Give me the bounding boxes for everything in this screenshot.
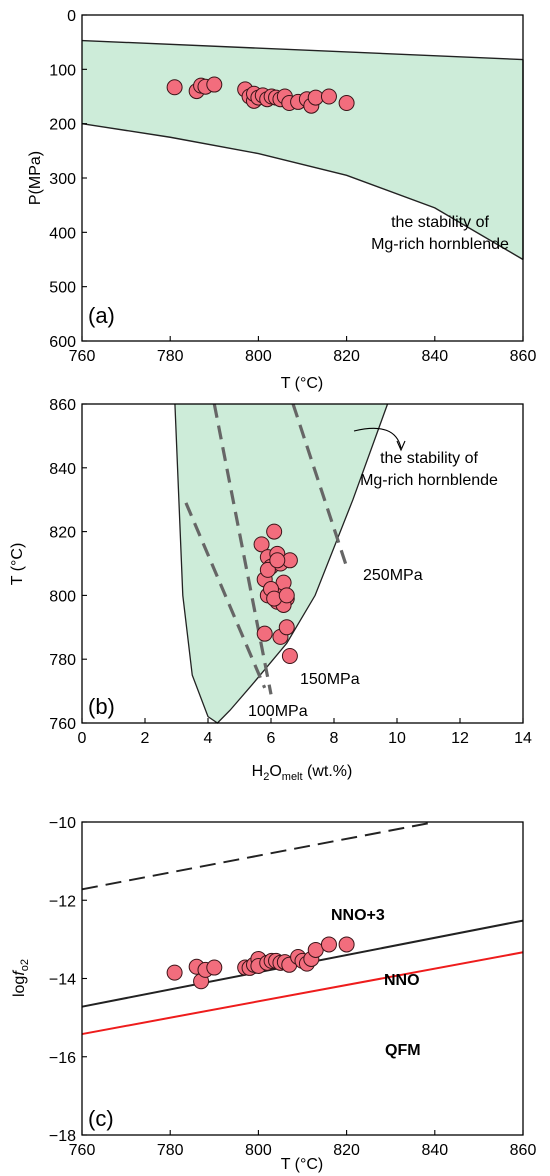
panel-b-isobar-150mpa	[212, 403, 273, 695]
panel-a-x-axis-title: T (°C)	[281, 375, 324, 392]
panel-c-buffer-nnoplus3	[81, 821, 435, 891]
panel-b-sample-point	[278, 587, 295, 604]
panel-b-letter: (b)	[88, 694, 115, 719]
panel-a-y-tick-label: 100	[49, 62, 76, 79]
panel-b-y-tick-label: 860	[49, 397, 76, 414]
panel-b-sample-point	[281, 648, 298, 665]
panel-c-sample-point	[338, 936, 355, 953]
panel-c-sample-point	[206, 959, 223, 976]
panel-b-y-tick-label: 780	[49, 652, 76, 669]
panel-b-x-tick-label: 4	[204, 730, 213, 747]
panel-b-y-tick-label: 840	[49, 461, 76, 478]
panel-b-field-pointer-arrow	[353, 427, 402, 449]
panel-b: 250MPa 150MPa 100MPa the stability of Mg…	[9, 397, 532, 783]
panel-b-isobar-250mpa	[291, 403, 349, 568]
panel-c-sample-point	[320, 936, 337, 953]
panel-b-y-axis-title: T (°C)	[9, 543, 26, 586]
panel-c-x-tick-label: 820	[333, 1142, 360, 1159]
panel-c-y-tick-label: −14	[49, 972, 76, 989]
panel-a-x-tick-label: 860	[510, 348, 537, 365]
panel-b-sample-point	[256, 625, 273, 642]
panel-c-x-tick-label: 760	[69, 1142, 96, 1159]
panel-a-x-tick-label: 840	[421, 348, 448, 365]
panel-c-x-tick-label: 800	[245, 1142, 272, 1159]
panel-c-y-tick-label: −12	[49, 893, 76, 910]
panel-c-y-tick-label: −10	[49, 815, 76, 832]
panel-b-frame	[81, 403, 524, 724]
panel-b-label-150mpa: 150MPa	[300, 671, 360, 688]
panel-a-y-tick-label: 600	[49, 334, 76, 351]
panel-c-y-axis-title: logfo2	[11, 959, 31, 997]
panel-a-y-tick-label: 500	[49, 280, 76, 297]
panel-b-sample-point	[266, 523, 283, 540]
panel-a-sample-point	[206, 76, 223, 93]
panel-b-field-pointer-arrowhead	[396, 440, 406, 452]
panel-a-field-label-line2: Mg-rich hornblende	[371, 236, 509, 253]
panel-a-x-tick-label: 780	[157, 348, 184, 365]
panel-a-sample-point	[320, 88, 337, 105]
panel-b-label-100mpa: 100MPa	[248, 703, 308, 720]
panel-c-sample-point	[166, 964, 183, 981]
panel-b-x-tick-label: 8	[330, 730, 339, 747]
panel-b-label-250mpa: 250MPa	[363, 567, 423, 584]
panel-a-x-tick-label: 760	[69, 348, 96, 365]
panel-b-y-tick-label: 820	[49, 525, 76, 542]
panel-b-x-tick-label: 0	[78, 730, 87, 747]
panel-c-buffer-qfm	[81, 951, 524, 1036]
panel-a-x-tick-label: 800	[245, 348, 272, 365]
panel-c-x-tick-label: 860	[510, 1142, 537, 1159]
panel-c-label-nno: NNO	[384, 972, 420, 989]
panel-b-field-label-line1: the stability of	[380, 450, 478, 467]
panel-b-field-boundary	[174, 403, 389, 724]
panel-b-sample-point	[278, 619, 295, 636]
panel-c-label-nno3: NNO+3	[331, 907, 385, 924]
panel-c-x-tick-label: 840	[421, 1142, 448, 1159]
panel-a-sample-point	[338, 95, 355, 112]
panel-a-x-tick-label: 820	[333, 348, 360, 365]
panel-c: NNO+3 NNO QFM 760 780 800 820 840 860 −18 −16 −1…	[11, 815, 536, 1173]
panel-b-y-tick-label: 800	[49, 588, 76, 605]
panel-b-field-label-line2: Mg-rich hornblende	[360, 472, 498, 489]
panel-b-sample-point	[259, 561, 276, 578]
panel-a-y-tick-label: 300	[49, 171, 76, 188]
panel-b-sample-point	[253, 536, 270, 553]
panel-b-x-tick-label: 6	[267, 730, 276, 747]
panel-c-y-tick-label: −16	[49, 1050, 76, 1067]
panel-a: the stability of Mg-rich hornblende 760 7…	[27, 8, 536, 392]
panel-b-x-axis-title: H2Omelt (wt.%)	[252, 763, 353, 783]
panel-c-x-tick-label: 780	[157, 1142, 184, 1159]
panel-b-x-tick-label: 12	[451, 730, 469, 747]
panel-c-letter: (c)	[88, 1106, 114, 1131]
panel-a-y-tick-label: 0	[67, 8, 76, 25]
panel-a-letter: (a)	[88, 303, 115, 328]
panel-a-y-tick-label: 200	[49, 117, 76, 134]
panel-c-frame	[81, 821, 524, 1136]
panel-c-y-tick-label: −18	[49, 1128, 76, 1145]
panel-a-field-upper-boundary	[81, 39, 524, 61]
panel-a-sample-point	[307, 89, 324, 106]
panel-b-x-tick-label: 14	[514, 730, 532, 747]
panel-a-sample-point	[166, 79, 183, 96]
panel-c-x-axis-title: T (°C)	[281, 1156, 324, 1173]
panel-b-x-tick-label: 2	[141, 730, 150, 747]
panel-b-y-tick-label: 760	[49, 716, 76, 733]
panel-c-label-qfm: QFM	[385, 1042, 421, 1059]
panel-a-field-lower-boundary	[81, 122, 524, 261]
panel-a-y-tick-label: 400	[49, 225, 76, 242]
panel-b-x-tick-label: 10	[388, 730, 406, 747]
panel-a-y-axis-title: P(MPa)	[27, 151, 44, 205]
panel-a-field-label-line1: the stability of	[391, 214, 489, 231]
panel-b-isobar-100mpa	[184, 502, 267, 689]
panel-b-sample-point	[269, 552, 286, 569]
